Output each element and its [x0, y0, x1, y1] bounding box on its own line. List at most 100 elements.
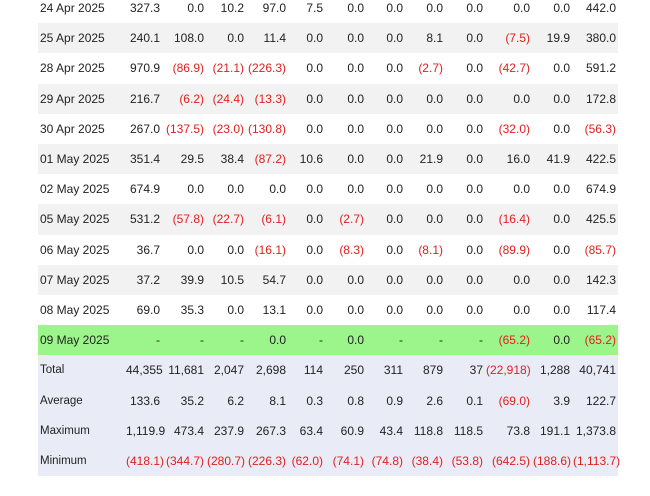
value-cell: 0.0: [326, 53, 367, 84]
table-row: 08 May 2025 69.0 35.3 0.0 13.1 0.0 0.0 0.0 0.0 0.…: [38, 294, 618, 326]
value-cell: 267.0: [126, 113, 163, 144]
value-cell: 0.1: [446, 385, 486, 416]
value-cell: (42.7): [486, 53, 533, 84]
value-cell: 2,698: [247, 355, 289, 386]
date-cell: 01 May 2025: [38, 143, 126, 175]
value-cell: 0.0: [163, 174, 207, 205]
value-cell: (226.3): [247, 445, 289, 476]
value-cell: -: [406, 325, 446, 356]
date-cell: 02 May 2025: [38, 174, 126, 205]
value-cell: 0.3: [289, 385, 326, 416]
value-cell: 35.2: [163, 385, 207, 416]
value-cell: 970.9: [126, 53, 163, 84]
value-cell: (62.0): [289, 445, 326, 476]
value-cell: 41.9: [533, 143, 573, 175]
value-cell: (280.7): [207, 445, 247, 476]
value-cell: (74.1): [326, 445, 367, 476]
value-cell: (130.8): [247, 113, 289, 144]
value-cell: -: [446, 325, 486, 356]
value-cell: 54.7: [247, 264, 289, 295]
value-cell: 351.4: [126, 143, 163, 175]
value-cell: 0.0: [326, 143, 367, 175]
value-cell: 0.0: [289, 53, 326, 84]
value-cell: 133.6: [126, 385, 163, 416]
value-cell: 0.0: [533, 264, 573, 295]
value-cell: 0.0: [533, 325, 573, 356]
value-cell: 11.4: [247, 23, 289, 54]
value-cell: 0.0: [533, 294, 573, 326]
value-cell: 531.2: [126, 204, 163, 235]
value-cell: 108.0: [163, 23, 207, 54]
table-row: 24 Apr 2025 327.3 0.0 10.2 97.0 7.5 0.0 0.0 0.0 0…: [38, 0, 618, 24]
value-cell: 0.0: [326, 113, 367, 144]
value-cell: 0.0: [207, 294, 247, 326]
value-cell: 267.3: [247, 415, 289, 446]
value-cell: (188.6): [533, 445, 573, 476]
value-cell: 0.0: [289, 294, 326, 326]
value-cell: 39.9: [163, 264, 207, 295]
value-cell: (642.5): [486, 445, 533, 476]
value-cell: 327.3: [126, 0, 163, 24]
value-cell: (32.0): [486, 113, 533, 144]
value-cell: 0.0: [367, 174, 406, 205]
value-cell: 0.0: [367, 264, 406, 295]
summary-row: Minimum (418.1) (344.7) (280.7) (226.3) (62.0…: [38, 445, 620, 476]
date-cell: 30 Apr 2025: [38, 113, 126, 144]
value-cell: 0.0: [367, 143, 406, 175]
value-cell: 1,119.9: [126, 415, 165, 446]
value-cell: 0.0: [289, 23, 326, 54]
value-cell: 122.7: [573, 385, 618, 416]
value-cell: 0.0: [289, 264, 326, 295]
value-cell: 0.0: [533, 204, 573, 235]
value-cell: 0.0: [367, 83, 406, 114]
table-row: 06 May 2025 36.7 0.0 0.0 (16.1) 0.0 (8.3) 0.0 (8…: [38, 234, 618, 265]
value-cell: 0.9: [367, 385, 406, 416]
value-cell: 442.0: [573, 0, 618, 24]
value-cell: 10.6: [289, 143, 326, 175]
date-cell: 05 May 2025: [38, 204, 126, 235]
value-cell: 43.4: [367, 415, 406, 446]
value-cell: 0.0: [326, 83, 367, 114]
value-cell: 11,681: [163, 355, 207, 386]
value-cell: 311: [367, 355, 406, 386]
value-cell: 0.0: [326, 264, 367, 295]
value-cell: 73.8: [486, 415, 533, 446]
value-cell: 674.9: [573, 174, 618, 205]
value-cell: 0.0: [406, 294, 446, 326]
value-cell: 0.8: [326, 385, 367, 416]
value-cell: 0.0: [367, 0, 406, 24]
value-cell: (22,918): [486, 355, 533, 386]
value-cell: 2.6: [406, 385, 446, 416]
date-cell: 09 May 2025: [38, 325, 126, 356]
table-row: 25 Apr 2025 240.1 108.0 0.0 11.4 0.0 0.0 0.0 8.1…: [38, 23, 618, 54]
value-cell: (53.8): [446, 445, 486, 476]
value-cell: 0.0: [289, 204, 326, 235]
value-cell: 0.0: [326, 325, 367, 356]
date-cell: 07 May 2025: [38, 264, 126, 295]
value-cell: 29.5: [163, 143, 207, 175]
table-body: 24 Apr 2025 327.3 0.0 10.2 97.0 7.5 0.0 0.0 0.0 0…: [38, 0, 620, 476]
value-cell: 0.0: [367, 204, 406, 235]
value-cell: 879: [406, 355, 446, 386]
value-cell: -: [289, 325, 326, 356]
value-cell: 0.0: [446, 83, 486, 114]
value-cell: 0.0: [367, 234, 406, 265]
value-cell: 0.0: [533, 234, 573, 265]
value-cell: -: [367, 325, 406, 356]
value-cell: 35.3: [163, 294, 207, 326]
value-cell: 0.0: [533, 83, 573, 114]
value-cell: 0.0: [163, 0, 207, 24]
value-cell: 36.7: [126, 234, 163, 265]
value-cell: (2.7): [406, 53, 446, 84]
date-cell: 24 Apr 2025: [38, 0, 126, 24]
value-cell: 0.0: [446, 23, 486, 54]
value-cell: 6.2: [207, 385, 247, 416]
date-cell: 28 Apr 2025: [38, 53, 126, 84]
summary-row: Average 133.6 35.2 6.2 8.1 0.3 0.8 0.9 2.6 0.1 (69…: [38, 385, 618, 416]
value-cell: 1,288: [533, 355, 573, 386]
date-cell: 08 May 2025: [38, 294, 126, 326]
value-cell: 0.0: [367, 113, 406, 144]
value-cell: 97.0: [247, 0, 289, 24]
flows-table: 24 Apr 2025 327.3 0.0 10.2 97.0 7.5 0.0 0.0 0.0 0…: [38, 0, 620, 476]
table-row: 05 May 2025 531.2 (57.8) (22.7) (6.1) 0.0 (2.7…: [38, 204, 618, 235]
